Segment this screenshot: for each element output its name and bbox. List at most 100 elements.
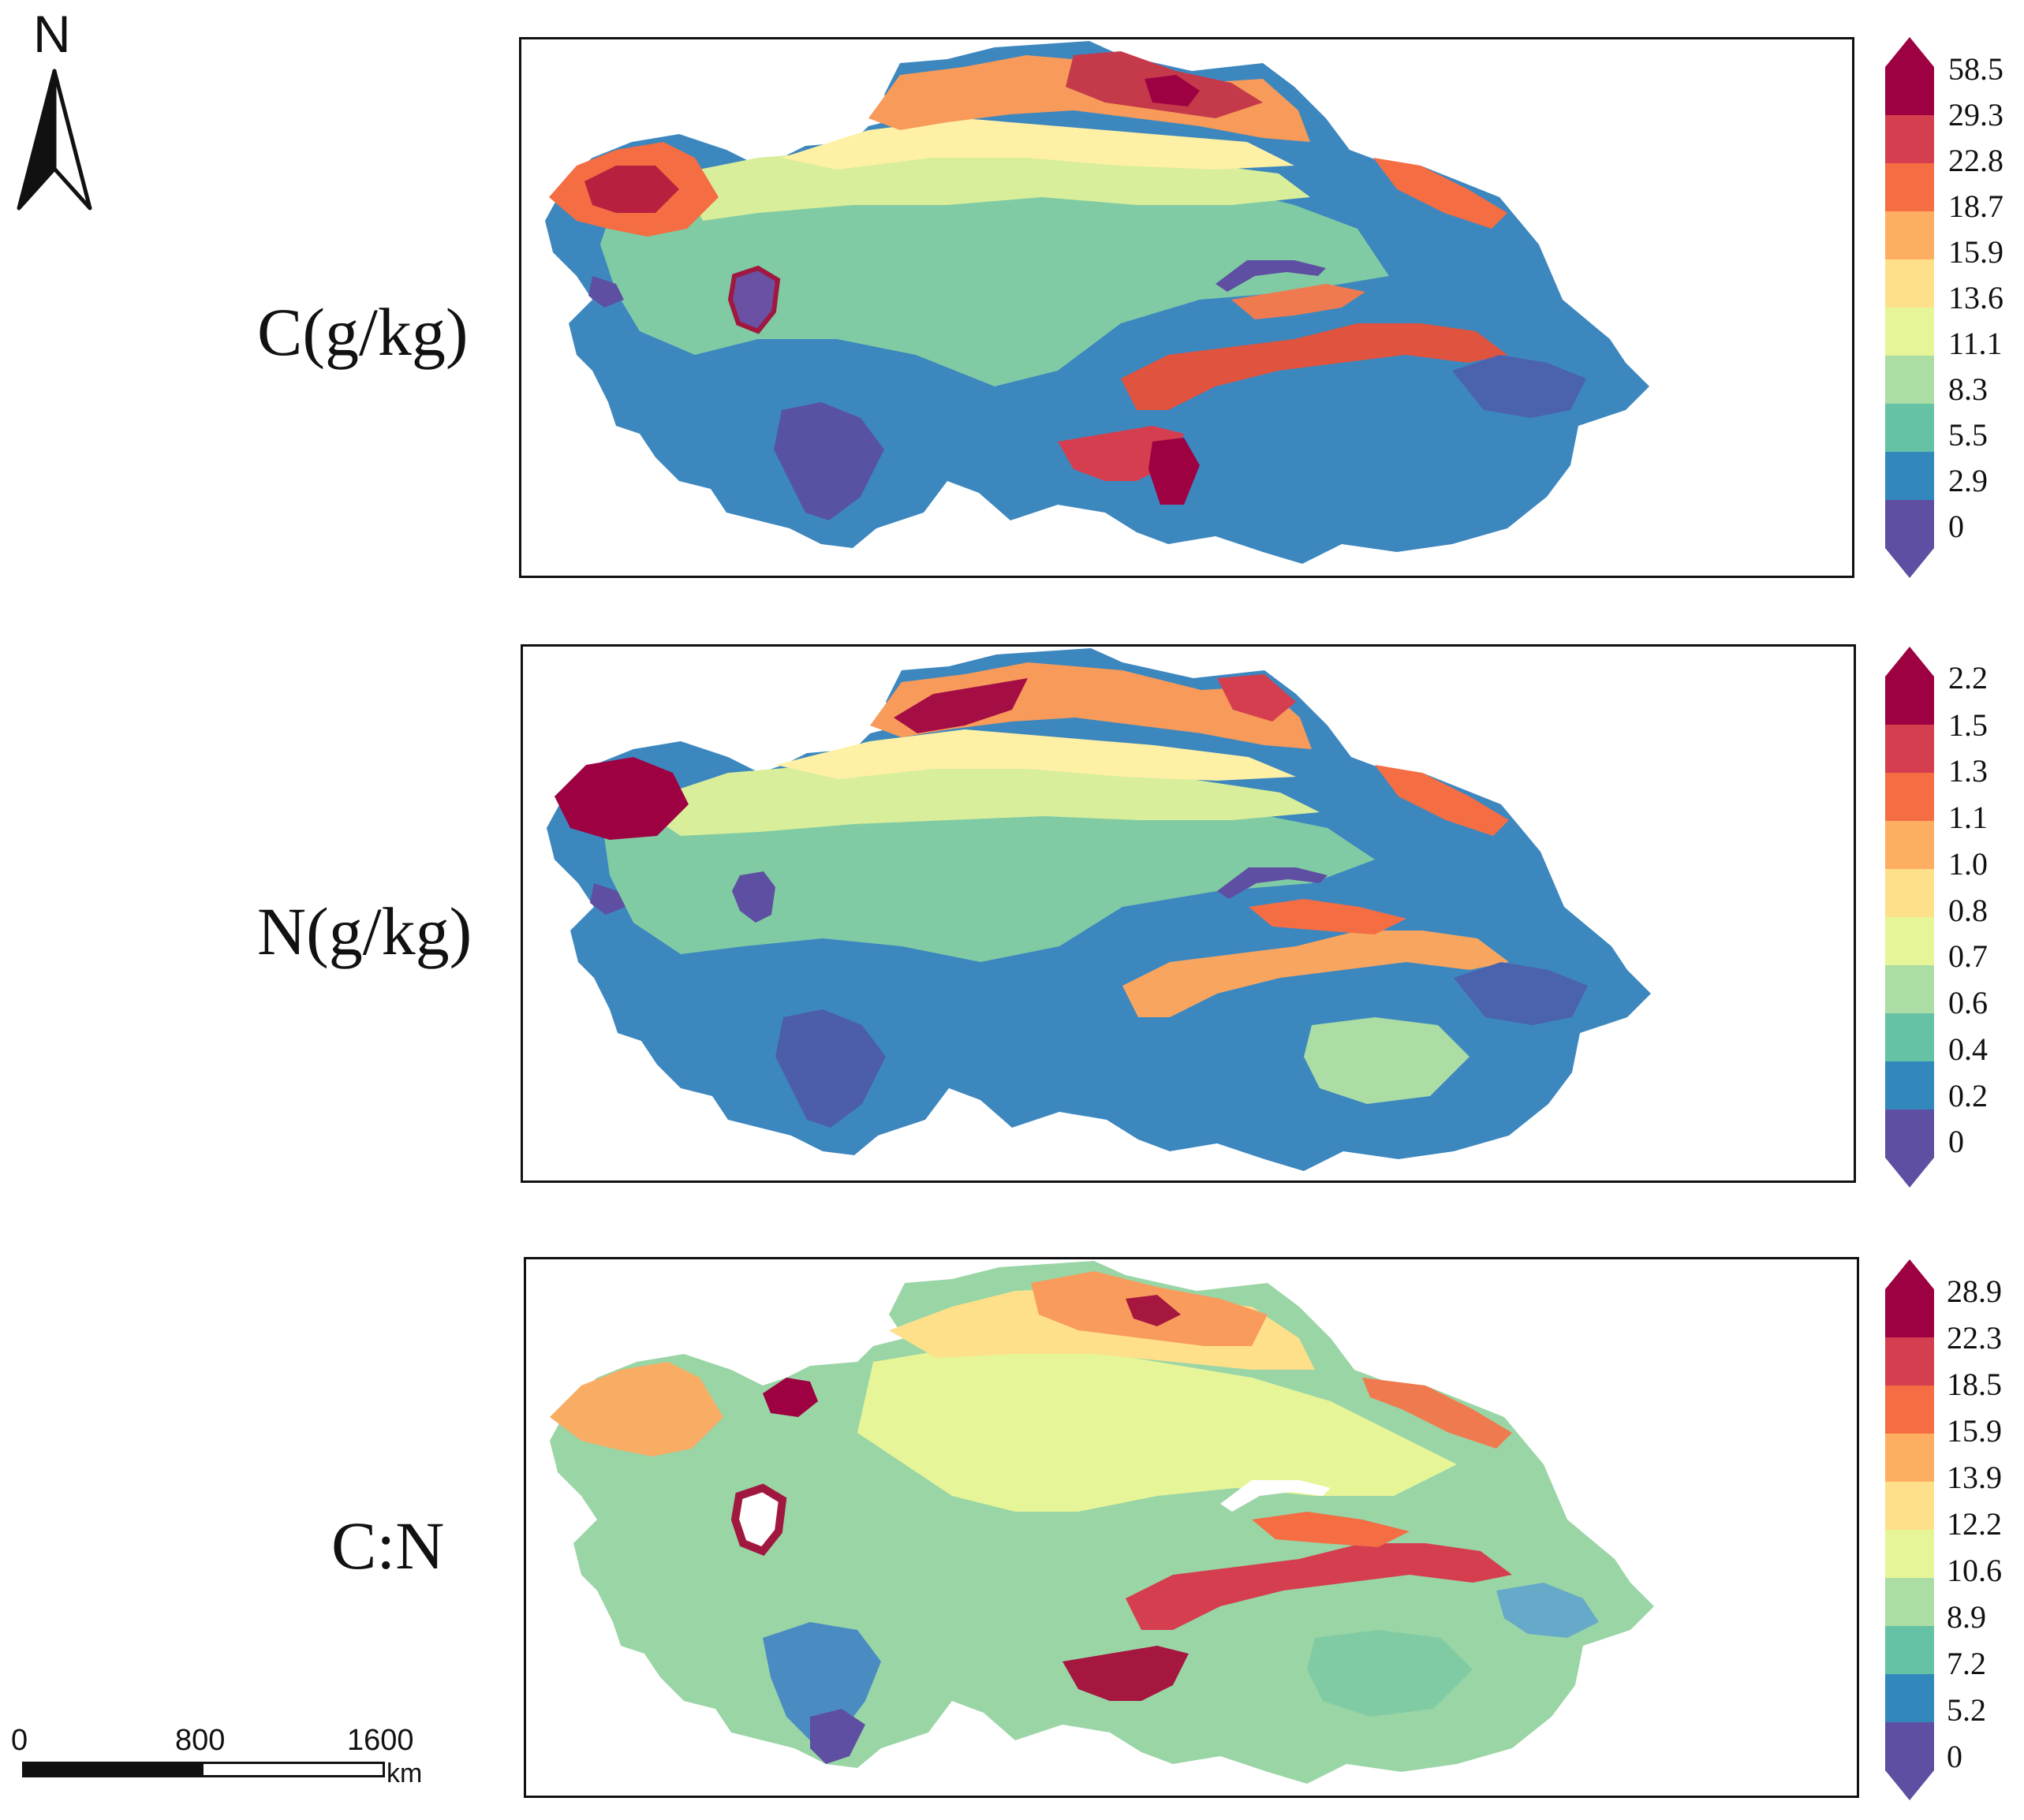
colorbar-cn-ratio-graphic [1885,1259,1934,1800]
region-green [600,158,1389,386]
region-deepblue-sw [810,1709,865,1764]
panel-label-carbon: C(g/kg) [257,294,469,370]
colorbar-tick: 5.5 [1948,417,1988,453]
lake-balkhash [1217,867,1328,899]
region-orange-ne [1373,158,1507,229]
colorbar-nitrogen-graphic [1885,647,1934,1188]
colorbar-tick: 0.6 [1948,985,1988,1020]
colorbar-tick: 5.2 [1947,1692,1986,1728]
colorbar-tick: 15.9 [1948,234,2003,270]
scale-tick-1600: 1600 [347,1724,414,1757]
region-deepblue-east [1452,355,1586,418]
lake-aral [727,265,781,334]
colorbar-swatch [1885,500,1934,549]
colorbar-swatch [1885,404,1934,453]
region-darkred-north [1145,75,1200,106]
colorbar-tick: 1.1 [1948,800,1988,835]
map-cn-ratio [550,1261,1654,1784]
colorbar-max-triangle [1885,37,1934,67]
colorbar-swatch [1885,1013,1934,1062]
lake-balkhash [1216,260,1326,292]
colorbar-tick: 0 [1948,509,1964,544]
colorbar-swatch [1885,1110,1934,1158]
region-orange-west [550,1362,723,1456]
colorbar-tick: 0 [1948,1124,1964,1159]
region-mountain-red [1126,1543,1512,1630]
map-frame-cn-ratio [524,1257,1859,1798]
colorbar-tick: 13.9 [1947,1460,2002,1495]
colorbar-swatch [1885,259,1934,308]
region-mountain-orange [1122,931,1509,1017]
region-orange-north [870,662,1312,749]
colorbar-tick: 0.2 [1948,1078,1988,1113]
colorbar-min-triangle [1885,548,1934,578]
colorbar-tick: 58.5 [1948,51,2003,87]
colorbar-tick: 18.5 [1947,1367,2002,1402]
colorbar-tick: 0.4 [1948,1031,1988,1067]
colorbar-tick: 7.2 [1947,1646,1986,1681]
map-frame-nitrogen [521,644,1856,1183]
region-yellow [782,118,1294,170]
region-deepblue-sw [775,1009,886,1128]
colorbar-swatch [1885,356,1934,405]
scale-bar [22,1762,385,1777]
colorbar-swatch [1885,917,1934,966]
lake-aral-nodata [730,1483,787,1557]
map-nitrogen [547,648,1651,1171]
colorbar-swatch [1885,1386,1934,1434]
map-frame-carbon [519,37,1854,578]
colorbar-tick: 0.8 [1948,893,1988,928]
region-orange-ne [1375,765,1509,836]
colorbar-tick: 28.9 [1947,1274,2002,1309]
colorbar-swatch [1885,67,1934,116]
colorbar-tick: 12.2 [1947,1506,2002,1542]
region-green-basin [1307,1630,1473,1717]
region-mountain-orange [1252,1512,1410,1547]
colorbar-tick: 1.3 [1948,753,1988,789]
colorbar-tick: 18.7 [1948,188,2003,224]
region-deepblue-east [1454,962,1588,1025]
colorbar-swatch [1885,965,1934,1014]
lake-caspian-edge [590,883,625,915]
region-mountain-red-3 [1231,284,1365,319]
colorbar-tick: 1.5 [1948,707,1988,743]
scale-unit: km [387,1758,423,1788]
panel-label-cn-ratio: C:N [331,1508,445,1583]
colorbar-tick: 8.9 [1947,1599,1986,1635]
colorbar-tick: 13.6 [1948,280,2003,315]
region-mountain-darkred [1062,1646,1189,1701]
colorbar-swatch [1885,308,1934,356]
colorbar-tick: 8.3 [1948,371,1988,407]
colorbar-swatch [1885,211,1934,260]
colorbar-tick: 2.9 [1948,463,1988,498]
colorbar-swatch [1885,1434,1934,1482]
colorbar-tick: 2.2 [1948,660,1988,696]
colorbar-swatch [1885,725,1934,774]
region-yellow [775,729,1296,781]
colorbar-swatch [1885,1626,1934,1675]
colorbar-swatch [1885,163,1934,212]
colorbar-carbon [1882,35,1937,580]
colorbar-max-triangle [1885,1259,1934,1289]
region-yellowgreen [857,1346,1457,1512]
scale-tick-800: 800 [175,1724,226,1757]
colorbar-tick: 11.1 [1948,326,2003,361]
colorbar-swatch [1885,773,1934,822]
colorbar-swatch [1885,1722,1934,1771]
region-blue-sw [763,1622,881,1740]
colorbar-min-triangle [1885,1158,1934,1188]
panel-label-nitrogen: N(g/kg) [257,893,472,969]
north-arrow-icon [17,69,92,211]
colorbar-max-triangle [1885,647,1934,677]
scale-tick-0: 0 [11,1724,28,1757]
colorbar-tick: 1.0 [1948,846,1988,882]
colorbar-swatch [1885,821,1934,870]
map-carbon [545,41,1649,564]
region-darkred-north [1126,1295,1181,1326]
region-mountain-orange-2 [1249,899,1406,934]
colorbar-swatch [1885,677,1934,725]
scale-bar-black-segment [24,1764,204,1775]
colorbar-min-triangle [1885,1770,1934,1800]
lake-balkhash-nodata [1220,1480,1331,1512]
region-mountain-red [1121,323,1507,410]
